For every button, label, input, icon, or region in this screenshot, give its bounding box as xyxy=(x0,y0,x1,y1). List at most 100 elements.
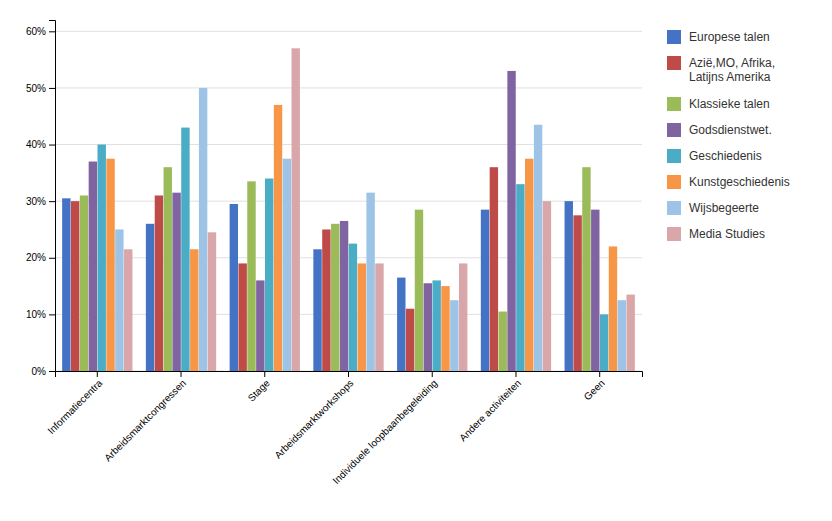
x-tick-mark xyxy=(599,371,600,377)
y-tick-mark xyxy=(49,31,55,32)
x-tick: Geen xyxy=(582,371,607,402)
bar xyxy=(115,229,123,371)
bar xyxy=(313,249,321,371)
legend-item: Geschiedenis xyxy=(667,149,762,163)
y-tick-mark xyxy=(49,314,55,315)
bar xyxy=(340,221,348,371)
y-tick: 10% xyxy=(26,309,55,320)
grid-line xyxy=(55,201,642,202)
bar xyxy=(238,263,246,371)
y-tick-label: 20% xyxy=(26,252,46,263)
grid-line xyxy=(55,31,642,32)
bar xyxy=(256,280,264,371)
legend-label: Media Studies xyxy=(689,227,765,241)
legend-label: Geschiedenis xyxy=(689,149,762,163)
bar xyxy=(499,312,507,371)
bar xyxy=(98,145,106,371)
bar xyxy=(124,249,132,371)
y-tick-mark xyxy=(49,371,55,372)
y-tick-label: 40% xyxy=(26,139,46,150)
bar xyxy=(80,196,88,372)
legend: Europese talen Azië,MO, Afrika,Latijns Am… xyxy=(667,30,790,241)
x-axis-line xyxy=(56,372,643,378)
x-tick: Andere activiteiten xyxy=(457,371,523,443)
legend-swatch xyxy=(667,227,681,241)
y-tick: 0% xyxy=(32,366,55,377)
bar xyxy=(573,215,581,371)
legend-item: Godsdienstwet. xyxy=(667,123,772,137)
y-axis-line xyxy=(49,21,56,372)
x-tick: Individuele loopbaanbegeleiding xyxy=(330,371,439,486)
bar xyxy=(349,244,357,371)
y-tick-label: 0% xyxy=(32,366,47,377)
y-tick: 40% xyxy=(26,139,55,150)
bar xyxy=(164,167,172,371)
y-tick: 50% xyxy=(26,83,55,94)
x-tick-label: Geen xyxy=(582,377,607,402)
bar xyxy=(190,249,198,371)
y-tick-label: 30% xyxy=(26,196,46,207)
bar xyxy=(490,167,498,371)
legend-item: Azië,MO, Afrika,Latijns Amerika xyxy=(667,56,775,84)
bar xyxy=(331,224,339,371)
y-tick-label: 10% xyxy=(26,309,46,320)
bar xyxy=(450,300,458,371)
bar xyxy=(322,229,330,371)
bar xyxy=(283,159,291,371)
bar xyxy=(89,162,97,371)
legend-swatch xyxy=(667,149,681,163)
x-tick-label: Andere activiteiten xyxy=(457,377,523,443)
x-tick-mark xyxy=(181,371,182,377)
y-tick-label: 60% xyxy=(26,26,46,37)
legend-swatch xyxy=(667,97,681,111)
bars xyxy=(62,48,635,371)
legend-item: Europese talen xyxy=(667,30,770,44)
chart: 0%10%20%30%40%50%60%InformatiecentraArbe… xyxy=(0,0,832,521)
bar xyxy=(626,295,634,371)
bar-series xyxy=(106,105,617,371)
legend-item: Media Studies xyxy=(667,227,765,241)
bar xyxy=(424,283,432,371)
bar xyxy=(600,314,608,371)
bar xyxy=(543,201,551,371)
bar xyxy=(397,278,405,371)
plot-area: 0%10%20%30%40%50%60%InformatiecentraArbe… xyxy=(26,21,643,487)
bar xyxy=(181,128,189,371)
grid-line xyxy=(55,144,642,145)
legend-label: Europese talen xyxy=(689,30,770,44)
x-tick: Informatiecentra xyxy=(45,371,104,436)
bar xyxy=(609,246,617,371)
x-axis: InformatiecentraArbeidsmarktcongressen St… xyxy=(45,371,642,486)
bar xyxy=(516,184,524,371)
bar xyxy=(565,201,573,371)
bar xyxy=(441,286,449,371)
y-tick: 30% xyxy=(26,196,55,207)
bar-series xyxy=(115,88,626,371)
y-axis: 0% 10% 20% 30% 40% 50% 60% xyxy=(26,21,56,377)
bar xyxy=(618,300,626,371)
bar xyxy=(459,263,467,371)
bar-series xyxy=(71,167,582,371)
grid-line xyxy=(55,87,642,88)
legend-label: Azië,MO, Afrika,Latijns Amerika xyxy=(689,56,775,84)
bar xyxy=(481,210,489,371)
bar xyxy=(406,309,414,371)
bar-series xyxy=(98,128,609,371)
x-tick-label: Arbeidsmarktcongressen xyxy=(102,377,188,463)
bar xyxy=(292,48,300,371)
bar xyxy=(274,105,282,371)
bar xyxy=(534,125,542,371)
bar xyxy=(358,263,366,371)
y-tick-mark xyxy=(49,88,55,89)
x-tick-mark xyxy=(348,371,349,377)
bar xyxy=(172,193,180,371)
bar xyxy=(71,201,79,371)
bar xyxy=(432,280,440,371)
x-tick-label: Arbeidsmarktworkshops xyxy=(272,377,355,460)
bar-series xyxy=(124,48,635,371)
x-tick-label: Individuele loopbaanbegeleiding xyxy=(330,377,439,486)
legend-label: Godsdienstwet. xyxy=(689,123,772,137)
x-tick-mark xyxy=(97,371,98,377)
x-tick: Stage xyxy=(246,371,273,404)
bar xyxy=(62,198,70,371)
